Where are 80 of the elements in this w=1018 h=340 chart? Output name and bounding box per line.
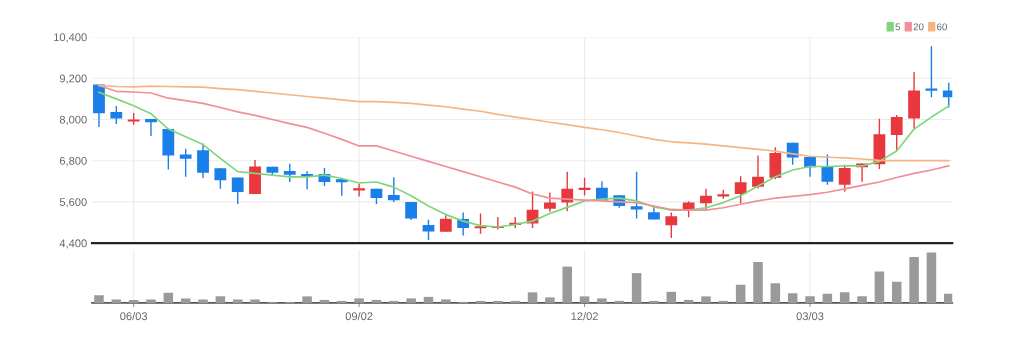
bar [579,296,590,303]
bar [631,273,642,303]
candlestick [630,171,643,219]
bar [389,300,399,303]
bar [441,299,451,303]
bar [180,298,191,303]
bar [683,299,694,303]
bar [337,300,347,303]
bar [545,297,555,303]
bar [944,293,953,303]
candlestick [838,164,851,192]
bar [510,300,520,303]
candlestick [769,147,782,180]
bar [562,266,572,303]
candlestick [214,168,227,189]
bar [857,296,867,303]
bar [805,296,815,303]
bar [822,293,833,303]
bar [891,281,902,303]
bar [319,299,330,303]
candlestick [752,155,764,189]
bar [371,299,382,303]
bar [597,298,607,303]
bar [232,299,243,303]
candlestick [561,171,574,212]
y-tick-label: 8,000 [59,115,87,125]
candlestick [890,115,903,151]
x-tick-label: 06/03 [120,311,148,321]
y-tick-label: 5,600 [59,198,87,208]
x-tick-label: 03/03 [796,311,824,321]
bar [874,271,885,303]
candlestick [700,188,712,211]
candlestick [665,212,678,238]
y-tick-label: 10,400 [54,33,87,43]
legend-label: 5 [895,23,901,31]
candlestick [145,119,157,136]
bar [302,296,312,303]
bar [666,291,677,303]
bar [215,296,226,303]
candlestick [734,176,747,204]
bar [527,292,538,303]
legend-label: 20 [913,23,924,31]
candlestick [231,177,244,204]
bar [770,283,781,303]
candlestick [821,154,834,185]
x-tick-label: 09/02 [345,311,373,321]
bar [735,284,746,303]
bar [701,296,711,303]
legend-label: 60 [937,23,947,31]
bar [493,300,503,303]
bar [787,293,798,303]
bar [839,292,850,303]
candlestick [925,46,938,98]
bar [354,298,364,303]
bar [423,296,434,303]
y-tick-label: 6,800 [59,156,87,167]
bar [753,262,763,303]
y-tick-label: 9,200 [59,74,87,84]
bar [250,299,260,303]
bar [94,295,104,303]
bar [111,299,122,303]
x-tick-label: 12/02 [571,311,598,321]
candlestick [353,184,366,197]
candlestick [197,143,209,179]
y-tick-label: 4,400 [59,239,87,249]
bar [649,300,659,303]
bar [718,300,729,303]
bar [406,298,416,303]
bar [614,300,625,303]
bar [909,256,919,303]
candlestick [179,148,192,177]
bar [163,292,174,303]
candlestick [942,82,953,108]
bar [198,299,208,303]
candlestick [804,156,816,177]
bar [128,299,139,303]
bar [475,300,486,303]
candlestick [387,177,400,202]
bar [146,299,156,303]
bar [926,252,937,303]
